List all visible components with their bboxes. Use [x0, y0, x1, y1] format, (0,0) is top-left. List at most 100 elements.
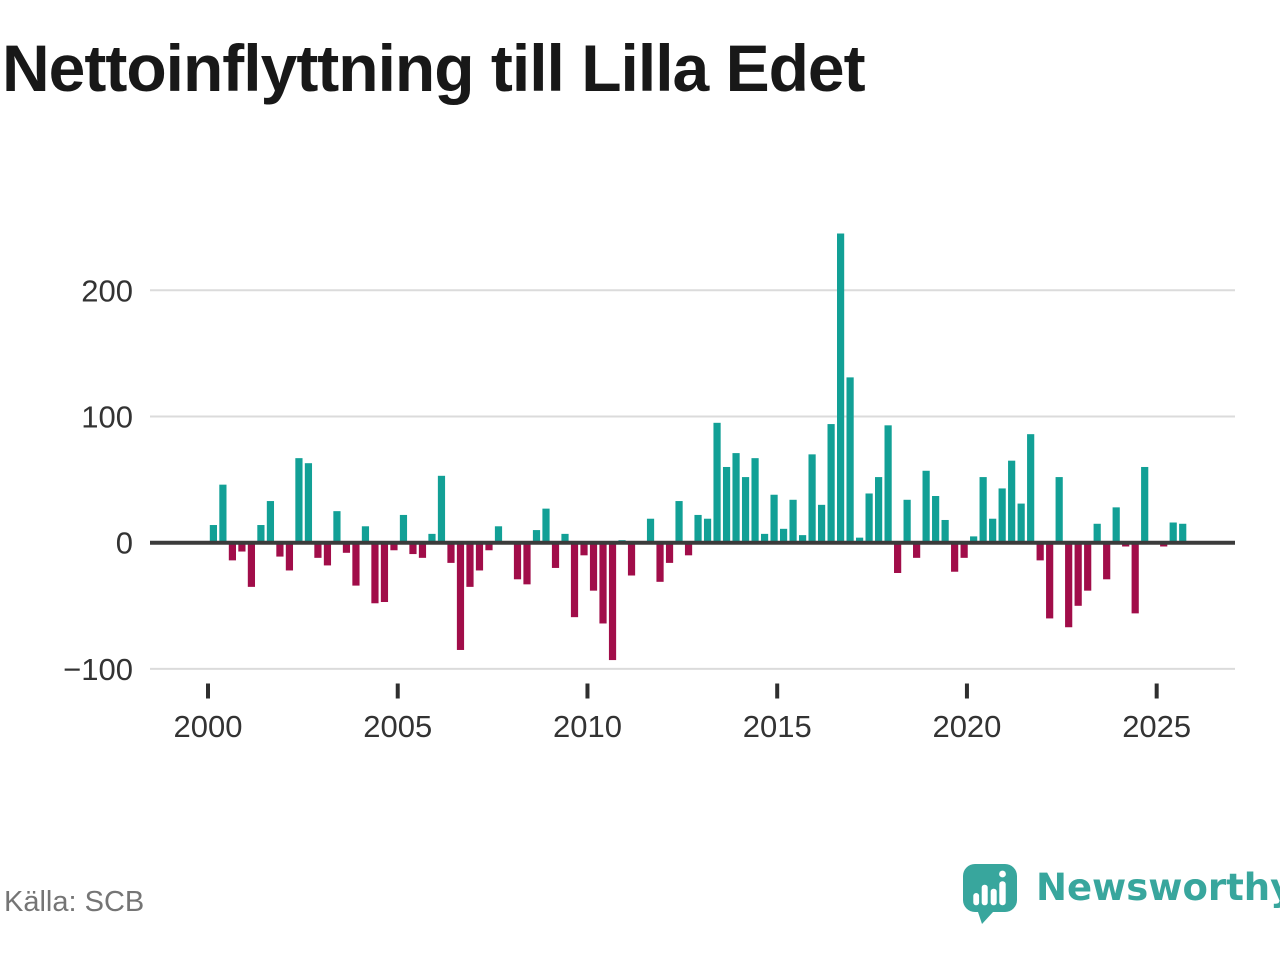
bar-2022-Q3 — [1065, 542, 1073, 628]
bar-2002-Q2 — [295, 458, 303, 543]
bar-2013-Q1 — [703, 518, 712, 543]
x-axis-label-2025: 2025 — [1122, 709, 1191, 744]
bar-2001-Q3 — [266, 501, 275, 543]
bar-2000-Q1 — [209, 525, 217, 543]
bar-2021-Q2 — [1017, 503, 1025, 543]
x-axis-label-2015: 2015 — [743, 709, 812, 744]
bar-2022-Q2 — [1055, 477, 1063, 543]
bar-2004-Q1 — [361, 526, 370, 543]
bar-2011-Q3 — [646, 518, 655, 543]
bar-2002-Q4 — [314, 542, 322, 558]
bar-2020-Q4 — [998, 488, 1006, 543]
bar-2022-Q4 — [1074, 542, 1082, 606]
bar-2023-Q2 — [1093, 523, 1101, 543]
bar-2006-Q3 — [456, 542, 465, 650]
chart-title: Nettoinflyttning till Lilla Edet — [2, 31, 866, 105]
bar-2018-Q1 — [894, 542, 902, 573]
bar-2017-Q3 — [875, 477, 883, 543]
bar-2023-Q4 — [1112, 507, 1120, 543]
bar-2008-Q2 — [523, 542, 531, 585]
bar-2005-Q1 — [399, 514, 408, 543]
newsworthy-logo-icon — [963, 864, 1017, 924]
bar-2017-Q1 — [856, 537, 864, 543]
bar-2013-Q2 — [713, 422, 721, 543]
bar-2003-Q2 — [333, 511, 341, 543]
bar-2015-Q1 — [779, 528, 788, 543]
newsworthy-logo-text: Newsworthy — [1036, 866, 1280, 909]
bar-2014-Q1 — [741, 477, 750, 543]
bar-2001-Q1 — [247, 542, 256, 587]
bar-2000-Q2 — [219, 484, 227, 543]
bar-2008-Q4 — [542, 508, 550, 543]
bar-2024-Q3 — [1141, 466, 1149, 543]
bar-2016-Q2 — [827, 424, 835, 543]
bar-2021-Q1 — [1008, 460, 1016, 543]
bar-2007-Q3 — [494, 526, 503, 543]
bar-2021-Q3 — [1027, 434, 1035, 543]
source-caption: Källa: SCB — [4, 886, 145, 918]
bar-2018-Q2 — [903, 499, 911, 543]
bar-2013-Q3 — [722, 466, 731, 543]
bar-chart-glyph — [973, 870, 1006, 906]
bar-2007-Q2 — [485, 542, 493, 551]
bar-2004-Q2 — [371, 542, 379, 604]
bar-2014-Q2 — [751, 458, 759, 543]
bar-2018-Q3 — [913, 542, 921, 558]
bar-2005-Q2 — [409, 542, 417, 555]
bar-2015-Q4 — [808, 454, 816, 543]
x-axis-label-2000: 2000 — [174, 709, 243, 744]
bar-2006-Q2 — [447, 542, 455, 563]
bar-2009-Q4 — [580, 542, 588, 556]
x-axis-label-2020: 2020 — [932, 709, 1001, 744]
bar-2002-Q1 — [285, 542, 294, 571]
bar-2017-Q2 — [865, 493, 873, 543]
bar-2015-Q2 — [789, 499, 797, 543]
bar-2000-Q4 — [238, 542, 246, 552]
bar-2014-Q4 — [770, 494, 778, 543]
exclamation-dot — [999, 870, 1006, 878]
y-axis-label-200: 200 — [81, 273, 133, 308]
bar-2002-Q3 — [304, 463, 313, 543]
bar-2006-Q4 — [466, 542, 474, 587]
bar-2008-Q3 — [532, 530, 541, 543]
bar-2011-Q1 — [627, 542, 636, 576]
migration-bar-chart: 200 100 0 −100 2000 2005 2010 2015 2020 2025 — [63, 233, 1235, 744]
bar-2023-Q3 — [1103, 542, 1111, 580]
bar-2001-Q4 — [276, 542, 284, 557]
bar-2003-Q4 — [352, 542, 360, 586]
y-axis-label-100: 100 — [81, 400, 133, 435]
bar-2012-Q2 — [675, 501, 683, 543]
bar-2024-Q2 — [1131, 542, 1139, 614]
y-axis-label-−100: −100 — [63, 652, 133, 687]
bar-2003-Q1 — [323, 542, 332, 566]
bar-2012-Q1 — [665, 542, 674, 563]
x-axis-label-2010: 2010 — [553, 709, 622, 744]
bar-2004-Q3 — [380, 542, 389, 603]
bar-2018-Q4 — [922, 470, 930, 543]
bar-2015-Q3 — [798, 535, 807, 543]
bar-2007-Q1 — [475, 542, 484, 571]
y-axis-label-0: 0 — [116, 526, 133, 561]
bar-2020-Q2 — [979, 477, 987, 543]
bar-2019-Q4 — [960, 542, 968, 558]
bar-2006-Q1 — [437, 475, 446, 543]
bar-2016-Q1 — [817, 504, 826, 543]
bar-2016-Q4 — [846, 377, 854, 543]
bar-2022-Q1 — [1046, 542, 1054, 619]
bar-2009-Q2 — [561, 533, 569, 543]
bar-2011-Q4 — [656, 542, 664, 582]
bar-2025-Q2 — [1169, 522, 1177, 543]
speech-bubble-shape — [963, 864, 1017, 924]
bar-2023-Q1 — [1084, 542, 1092, 591]
bar-2013-Q4 — [732, 453, 740, 543]
bar-2019-Q3 — [951, 542, 959, 572]
bar-2001-Q2 — [257, 525, 265, 543]
bar-2016-Q3 — [837, 233, 845, 543]
bar-2009-Q3 — [570, 542, 579, 618]
x-axis-label-2005: 2005 — [363, 709, 432, 744]
bar-2010-Q2 — [599, 542, 607, 624]
bar-2025-Q3 — [1179, 523, 1187, 543]
bar-2009-Q1 — [551, 542, 560, 568]
bar-2008-Q1 — [513, 542, 522, 580]
bar-2014-Q3 — [760, 533, 769, 543]
